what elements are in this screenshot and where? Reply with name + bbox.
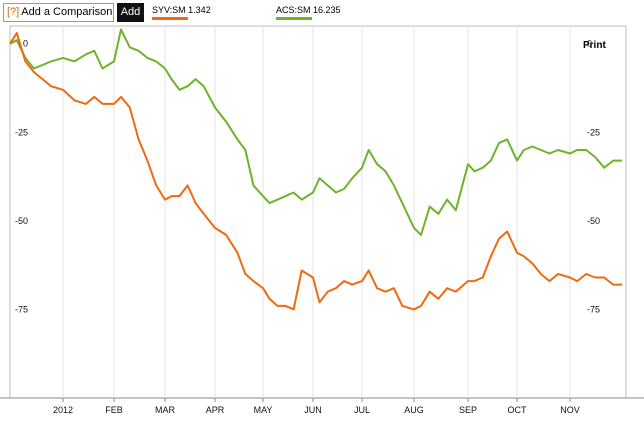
y-tick-label-right: -75 xyxy=(587,304,600,314)
print-link[interactable]: Print xyxy=(583,40,606,51)
y-tick-label-right: -25 xyxy=(587,127,600,137)
x-tick-label: FEB xyxy=(105,405,123,415)
x-tick-label: AUG xyxy=(404,405,424,415)
plot-frame xyxy=(9,25,627,399)
x-tick-label: OCT xyxy=(508,405,528,415)
x-tick-label: NOV xyxy=(560,405,580,415)
legend-swatch-acs xyxy=(276,17,312,20)
x-tick-label: SEP xyxy=(459,405,477,415)
add-comparison-button[interactable]: Add xyxy=(117,3,144,22)
x-tick-label: MAY xyxy=(254,405,273,415)
y-tick-label-left: 0 xyxy=(23,39,28,49)
y-tick-label-left: -25 xyxy=(15,127,28,137)
x-tick-label: 2012 xyxy=(53,405,73,415)
toolbar: [?] Add a Comparison Add SYV:SM 1.342 ACS… xyxy=(0,0,644,26)
y-tick-label-right: 0 xyxy=(587,39,592,49)
legend-item-acs[interactable]: ACS:SM 16.235 xyxy=(276,5,341,20)
help-icon[interactable]: [?] xyxy=(7,6,20,18)
y-tick-label-left: -50 xyxy=(15,216,28,226)
legend-swatch-syv xyxy=(152,17,188,20)
legend-label-acs: ACS:SM 16.235 xyxy=(276,5,341,15)
legend-label-syv: SYV:SM 1.342 xyxy=(152,5,211,15)
x-tick-label: APR xyxy=(206,405,225,415)
series-line-syv xyxy=(9,32,623,311)
x-tick-label: MAR xyxy=(155,405,176,415)
comparison-search-input[interactable]: [?] Add a Comparison xyxy=(3,3,114,22)
comparison-placeholder: Add a Comparison xyxy=(21,6,113,18)
legend-item-syv[interactable]: SYV:SM 1.342 xyxy=(152,5,211,20)
y-tick-label-left: -75 xyxy=(15,304,28,314)
series-line-acs xyxy=(9,28,623,236)
x-tick-label: JUL xyxy=(354,405,370,415)
y-tick-label-right: -50 xyxy=(587,216,600,226)
x-tick-label: JUN xyxy=(304,405,322,415)
